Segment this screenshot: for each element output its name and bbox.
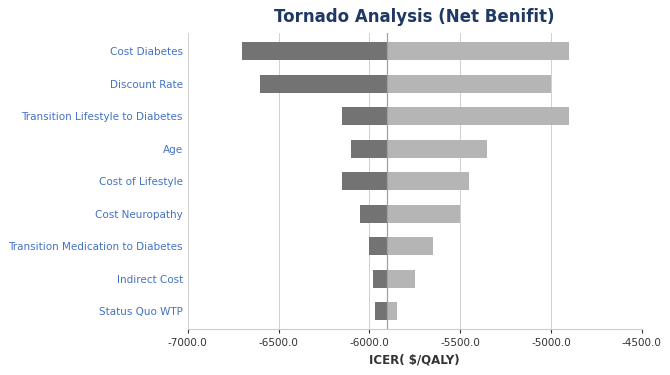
Bar	[387, 270, 415, 288]
Bar	[373, 270, 387, 288]
Bar	[369, 237, 387, 255]
Bar	[387, 42, 569, 60]
Bar	[351, 140, 387, 158]
Title: Tornado Analysis (Net Benifit): Tornado Analysis (Net Benifit)	[275, 8, 555, 26]
Bar	[387, 107, 569, 125]
Bar	[387, 140, 487, 158]
Bar	[375, 302, 387, 320]
Bar	[387, 205, 460, 223]
Bar	[387, 237, 433, 255]
Bar	[387, 75, 551, 93]
Bar	[360, 205, 387, 223]
Bar	[342, 107, 387, 125]
Bar	[342, 172, 387, 190]
X-axis label: ICER( $/QALY): ICER( $/QALY)	[369, 354, 460, 367]
Bar	[242, 42, 387, 60]
Bar	[387, 302, 397, 320]
Bar	[387, 172, 469, 190]
Bar	[261, 75, 387, 93]
